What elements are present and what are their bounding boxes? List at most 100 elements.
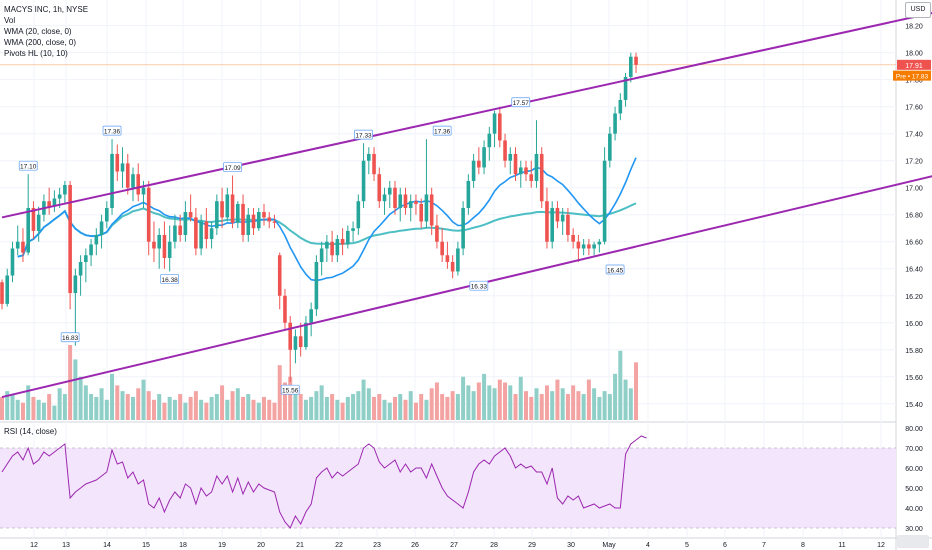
- channel-upper-line: [1, 12, 932, 219]
- candle-body: [576, 241, 581, 249]
- volume-bar: [78, 376, 83, 420]
- volume-bar: [372, 396, 377, 420]
- volume-bar: [393, 396, 397, 420]
- volume-bar: [57, 388, 62, 420]
- candle-body: [10, 248, 15, 276]
- candle: [120, 147, 125, 188]
- candle: [246, 207, 251, 242]
- volume-bar: [497, 379, 502, 420]
- volume-bar: [324, 396, 329, 420]
- volume-bar: [209, 396, 214, 420]
- candle: [31, 201, 36, 240]
- candle: [89, 239, 93, 267]
- pivot-label-text: 17.33: [355, 133, 372, 140]
- candle-body: [26, 207, 30, 253]
- candle-body: [393, 187, 397, 208]
- candle-body: [351, 228, 355, 231]
- time-tick-label: 19: [218, 542, 226, 549]
- volume-bar: [188, 396, 193, 420]
- time-tick-label: 4: [646, 542, 650, 549]
- volume-bar: [508, 385, 513, 420]
- candle: [10, 241, 15, 283]
- candle: [361, 143, 366, 208]
- candle-body: [230, 194, 235, 223]
- candle-body: [5, 275, 10, 304]
- volume-bar: [293, 388, 298, 420]
- candle-body: [89, 244, 93, 256]
- candle: [581, 239, 586, 256]
- volume-bar: [623, 379, 628, 420]
- wma20-line: [17, 157, 637, 282]
- time-tick-label: 22: [335, 542, 343, 549]
- candle: [550, 201, 554, 249]
- candle-body: [429, 194, 434, 226]
- volume-bar: [125, 394, 130, 420]
- candle-body: [539, 153, 544, 202]
- candle: [236, 201, 240, 229]
- candle: [105, 201, 109, 229]
- candle: [183, 201, 188, 242]
- currency-button[interactable]: USD: [905, 2, 931, 18]
- candle-body: [346, 230, 350, 245]
- candle-body: [471, 160, 476, 181]
- candle: [571, 228, 575, 249]
- candle-body: [466, 180, 471, 208]
- candle: [115, 144, 120, 181]
- candle-body: [435, 225, 439, 242]
- candle: [419, 198, 423, 229]
- volume-bar: [277, 365, 282, 420]
- candle-body: [503, 140, 507, 161]
- volume-bar: [146, 391, 151, 420]
- volume-bar: [104, 399, 109, 420]
- volume-bar: [618, 350, 623, 420]
- time-tick-label: 27: [450, 542, 458, 549]
- rsi-tick-label: 50.00: [905, 486, 923, 493]
- candle-body: [0, 282, 4, 304]
- volume-bar: [0, 396, 4, 420]
- pivot-label-text: 17.10: [20, 164, 37, 171]
- pivot-label-box: [60, 332, 80, 343]
- candle-body: [419, 203, 423, 222]
- volume-bar: [83, 385, 88, 420]
- volume-bar: [241, 396, 246, 420]
- volume-bar: [26, 385, 31, 420]
- rsi-band: [0, 448, 896, 528]
- candle: [277, 252, 282, 310]
- volume-bar: [272, 402, 277, 420]
- volume-bar: [52, 405, 57, 420]
- candle-body: [136, 174, 141, 195]
- volume-bar: [602, 391, 607, 420]
- time-tick-label: 18: [179, 542, 187, 549]
- volume-bar: [366, 388, 371, 420]
- last-price-value: 17.91: [905, 63, 923, 70]
- candle-body: [382, 194, 387, 202]
- volume-bar: [607, 394, 612, 420]
- candle: [136, 163, 141, 202]
- candle-body: [367, 153, 371, 161]
- volume-bar: [298, 394, 303, 420]
- candle-body: [199, 221, 203, 249]
- pivot-label: 17.36: [432, 125, 452, 136]
- candle: [613, 106, 617, 141]
- candle-body: [152, 241, 156, 249]
- candle: [47, 187, 51, 215]
- volume-bar: [20, 402, 25, 420]
- volume-bar: [476, 382, 481, 420]
- time-tick-label: 23: [373, 542, 381, 549]
- volume-bar: [89, 394, 94, 420]
- pivot-label: 17.10: [18, 160, 38, 171]
- volume-bar: [387, 402, 392, 420]
- price-tick-label: 17.80: [905, 78, 923, 85]
- candle-body: [272, 221, 277, 223]
- price-tick-label: 15.80: [905, 348, 923, 355]
- candle-body: [293, 336, 298, 350]
- candle: [125, 153, 130, 195]
- volume-bar: [345, 396, 350, 420]
- volume-bar: [151, 399, 156, 420]
- candle: [84, 248, 88, 283]
- candle-body: [403, 194, 408, 208]
- candle: [387, 180, 392, 208]
- candle-body: [424, 194, 429, 222]
- price-tick-label: 18.20: [905, 24, 923, 31]
